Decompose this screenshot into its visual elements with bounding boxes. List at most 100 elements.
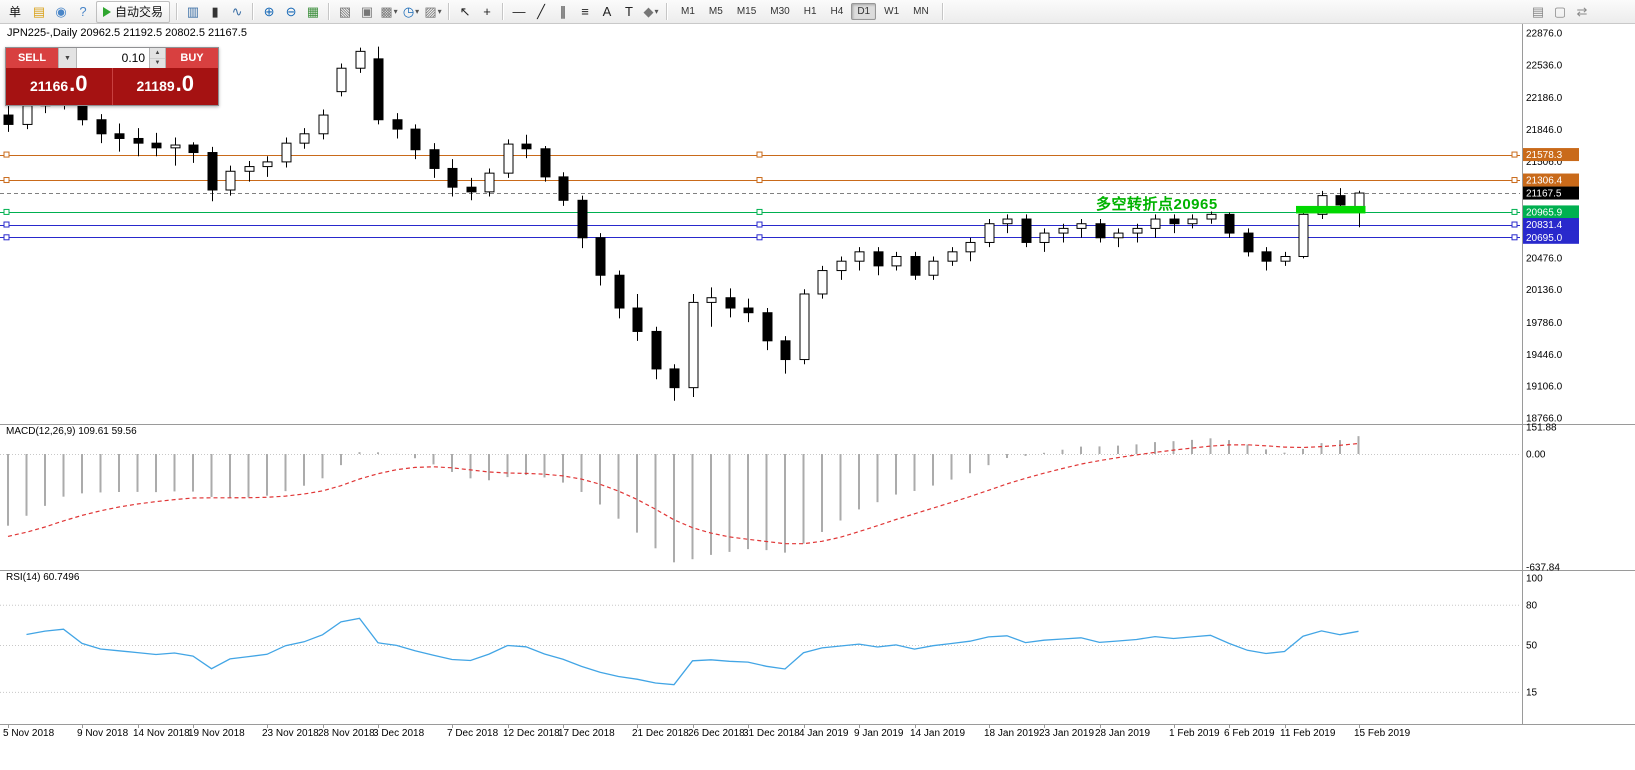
tf-button-h4[interactable]: H4 [830, 6, 844, 17]
new-chart-button[interactable]: ▩ ▾ [380, 4, 398, 19]
toolbar-right-group: ▤ ▢ ⇄ [1527, 2, 1593, 22]
svg-text:21167.5: 21167.5 [1526, 189, 1562, 200]
svg-text:31 Dec 2018: 31 Dec 2018 [743, 728, 800, 739]
svg-text:28 Jan 2019: 28 Jan 2019 [1095, 728, 1150, 739]
print-preview-icon[interactable]: ▢ [1553, 4, 1567, 19]
toolbar-separator [448, 3, 451, 20]
zoom-in-icon[interactable]: ⊕ [263, 4, 275, 19]
tf-button-m1[interactable]: M1 [681, 6, 695, 17]
panel-borders [0, 24, 1635, 725]
toolbar-separator [252, 3, 255, 20]
svg-text:22876.0: 22876.0 [1526, 29, 1563, 40]
arrange-windows-icon[interactable]: ▣ [360, 4, 374, 19]
volume-up-button[interactable]: ▲ [150, 48, 165, 59]
help-icon[interactable]: ? [79, 4, 87, 19]
fibonacci-icon[interactable]: ≡ [581, 4, 589, 19]
sell-price[interactable]: 21166.0 [6, 68, 112, 105]
svg-text:7 Dec 2018: 7 Dec 2018 [447, 728, 499, 739]
tf-button-mn[interactable]: MN [913, 6, 929, 17]
svg-text:17 Dec 2018: 17 Dec 2018 [558, 728, 615, 739]
svg-text:100: 100 [1526, 574, 1543, 585]
svg-text:50: 50 [1526, 641, 1538, 652]
market-watch-icon[interactable]: ▤ [32, 4, 46, 19]
volume-down-button[interactable]: ▼ [150, 58, 165, 68]
trendline-icon[interactable]: ╱ [537, 4, 545, 19]
label-icon[interactable]: T [625, 4, 633, 19]
autotrading-button[interactable]: 自动交易 [96, 0, 171, 23]
tf-button-h1[interactable]: H1 [803, 6, 817, 17]
periods-button-dropdown-icon: ▾ [415, 6, 420, 16]
svg-text:28 Nov 2018: 28 Nov 2018 [318, 728, 375, 739]
periods-button[interactable]: ◷ ▾ [402, 4, 420, 19]
highlight-layer [3, 151, 1518, 241]
price-chart-svg[interactable]: 22876.0 22536.0 22186.0 21846.0 21506.0 21166… [0, 24, 1635, 770]
svg-text:22186.0: 22186.0 [1526, 93, 1563, 104]
toolbar-separator [176, 3, 179, 20]
cursor-icon[interactable]: ↖ [459, 4, 471, 19]
templates-button[interactable]: ▨ ▾ [424, 4, 442, 19]
line-chart-icon[interactable]: ∿ [231, 4, 243, 19]
tf-button-m5[interactable]: M5 [708, 6, 723, 17]
toolbar: 单 ▤ ◉? 自动交易 ▥ ▮ ∿ ⊕ ⊖ ▦ ▧ ▣ ▩ ▾ ◷ ▾ ▨ ▾ ↖ + — ╱ ∥ ≡ A T ◆ ▾ M1 M5 M15 M… [0, 0, 1635, 24]
sell-button[interactable]: SELL [6, 48, 58, 68]
autotrading-play-icon [103, 6, 111, 17]
svg-text:5 Nov 2018: 5 Nov 2018 [3, 728, 55, 739]
crosshair-icon[interactable]: + [483, 4, 491, 19]
channel-icon[interactable]: ∥ [559, 4, 567, 19]
shapes-button[interactable]: ◆ ▾ [643, 4, 659, 19]
svg-text:14 Jan 2019: 14 Jan 2019 [910, 728, 965, 739]
templates-button-dropdown-icon: ▾ [437, 6, 442, 16]
svg-text:1 Feb 2019: 1 Feb 2019 [1169, 728, 1220, 739]
chart-area[interactable]: 22876.0 22536.0 22186.0 21846.0 21506.0 21166… [0, 24, 1635, 770]
tf-button-w1[interactable]: W1 [884, 6, 900, 17]
shapes-button-dropdown-icon: ▾ [654, 6, 659, 16]
tf-button-m15[interactable]: M15 [736, 6, 757, 17]
svg-text:15 Feb 2019: 15 Feb 2019 [1354, 728, 1411, 739]
svg-text:9 Nov 2018: 9 Nov 2018 [77, 728, 129, 739]
cascade-windows-icon[interactable]: ▧ [338, 4, 352, 19]
svg-text:0.00: 0.00 [1526, 450, 1546, 461]
print-icon[interactable]: ▤ [1531, 4, 1545, 19]
tile-windows-icon[interactable]: ▦ [306, 4, 320, 19]
volume-stepper: ▲ ▼ [149, 48, 166, 68]
navigator-icon[interactable]: ◉ [55, 4, 67, 19]
svg-text:18 Jan 2019: 18 Jan 2019 [984, 728, 1039, 739]
svg-text:23 Jan 2019: 23 Jan 2019 [1039, 728, 1094, 739]
bar-chart-icon[interactable]: ▥ [186, 4, 200, 19]
buy-price-frac: .0 [175, 71, 195, 96]
timeframe-group: M1 M5 M15 M30 H1 H4 D1 W1 MN [674, 3, 936, 20]
svg-text:11 Feb 2019: 11 Feb 2019 [1280, 728, 1336, 739]
svg-text:20695.0: 20695.0 [1526, 233, 1563, 244]
tf-button-m30[interactable]: M30 [770, 6, 790, 17]
rsi-panel: 100 80 50 15 [0, 574, 1543, 698]
text-icon[interactable]: A [602, 4, 612, 19]
order-type-dropdown[interactable]: ▼ [58, 48, 77, 68]
svg-text:80: 80 [1526, 600, 1538, 611]
volume-input[interactable]: 0.10 [77, 48, 149, 68]
tf-button-d1[interactable]: D1 [851, 3, 877, 20]
svg-text:21578.3: 21578.3 [1526, 150, 1563, 161]
new-chart-button-dropdown-icon: ▾ [393, 6, 398, 16]
buy-button[interactable]: BUY [166, 48, 218, 68]
svg-text:19 Nov 2018: 19 Nov 2018 [188, 728, 245, 739]
buy-price[interactable]: 21189.0 [113, 68, 219, 105]
buy-price-main: 21189 [136, 78, 175, 94]
svg-text:20136.0: 20136.0 [1526, 285, 1563, 296]
svg-text:14 Nov 2018: 14 Nov 2018 [133, 728, 190, 739]
svg-text:6 Feb 2019: 6 Feb 2019 [1224, 728, 1275, 739]
candlestick-icon[interactable]: ▮ [211, 4, 219, 19]
new-order-button[interactable]: 单 [8, 4, 21, 19]
svg-text:-637.84: -637.84 [1526, 563, 1560, 574]
zoom-out-icon[interactable]: ⊖ [285, 4, 297, 19]
svg-text:12 Dec 2018: 12 Dec 2018 [503, 728, 560, 739]
annotation-text: 多空转折点20965 [1096, 196, 1218, 213]
hline-icon[interactable]: — [512, 4, 526, 19]
toolbar-separator [502, 3, 505, 20]
svg-text:20831.4: 20831.4 [1526, 220, 1563, 231]
svg-text:21306.4: 21306.4 [1526, 176, 1563, 187]
chart-shift-icon[interactable]: ⇄ [1576, 4, 1588, 19]
svg-text:21506.0: 21506.0 [1526, 157, 1563, 168]
sell-price-main: 21166 [29, 78, 69, 94]
svg-text:21846.0: 21846.0 [1526, 125, 1563, 136]
